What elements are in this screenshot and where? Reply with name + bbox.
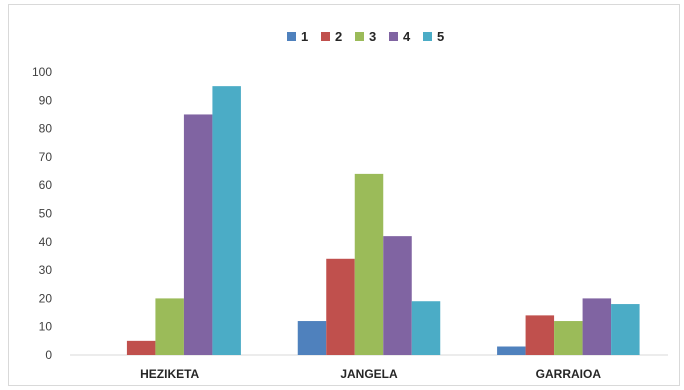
- y-tick-label: 0: [45, 348, 52, 362]
- y-tick-label: 60: [39, 178, 53, 192]
- bar-jangela-series-5: [411, 301, 441, 355]
- y-tick-label: 90: [39, 93, 53, 107]
- x-tick-label: HEZIKETA: [140, 367, 199, 381]
- bar-heziketa-series-3: [155, 298, 184, 355]
- legend-swatch-series-1: [287, 32, 296, 41]
- bar-heziketa-series-4: [183, 114, 213, 355]
- y-tick-label: 10: [39, 320, 53, 334]
- y-tick-label: 100: [32, 65, 52, 79]
- y-tick-label: 30: [39, 263, 53, 277]
- y-tick-label: 80: [39, 122, 53, 136]
- x-tick-label: GARRAIOA: [536, 367, 602, 381]
- y-tick-label: 50: [39, 207, 53, 221]
- legend-label-series-1: 1: [301, 29, 308, 44]
- bar-garraioa-series-4: [582, 298, 612, 355]
- bar-heziketa-series-5: [212, 86, 241, 356]
- bar-heziketa-series-2: [126, 340, 156, 355]
- legend-label-series-5: 5: [437, 29, 444, 44]
- legend-swatch-series-4: [389, 32, 398, 41]
- bar-garraioa-series-3: [554, 321, 583, 355]
- bar-garraioa-series-5: [611, 304, 640, 355]
- legend-swatch-series-2: [321, 32, 330, 41]
- legend-label-series-2: 2: [335, 29, 342, 44]
- x-tick-label: JANGELA: [340, 367, 398, 381]
- y-tick-label: 70: [39, 150, 53, 164]
- y-tick-label: 40: [39, 235, 53, 249]
- legend-label-series-4: 4: [403, 29, 411, 44]
- bar-jangela-series-1: [297, 321, 327, 355]
- bar-garraioa-series-2: [525, 315, 555, 355]
- legend-swatch-series-3: [355, 32, 364, 41]
- bar-jangela-series-4: [383, 236, 412, 355]
- bar-jangela-series-3: [354, 173, 384, 355]
- legend-swatch-series-5: [423, 32, 432, 41]
- legend-label-series-3: 3: [369, 29, 376, 44]
- bar-garraioa-series-1: [497, 346, 526, 355]
- bar-jangela-series-2: [326, 258, 355, 355]
- y-tick-label: 20: [39, 291, 53, 305]
